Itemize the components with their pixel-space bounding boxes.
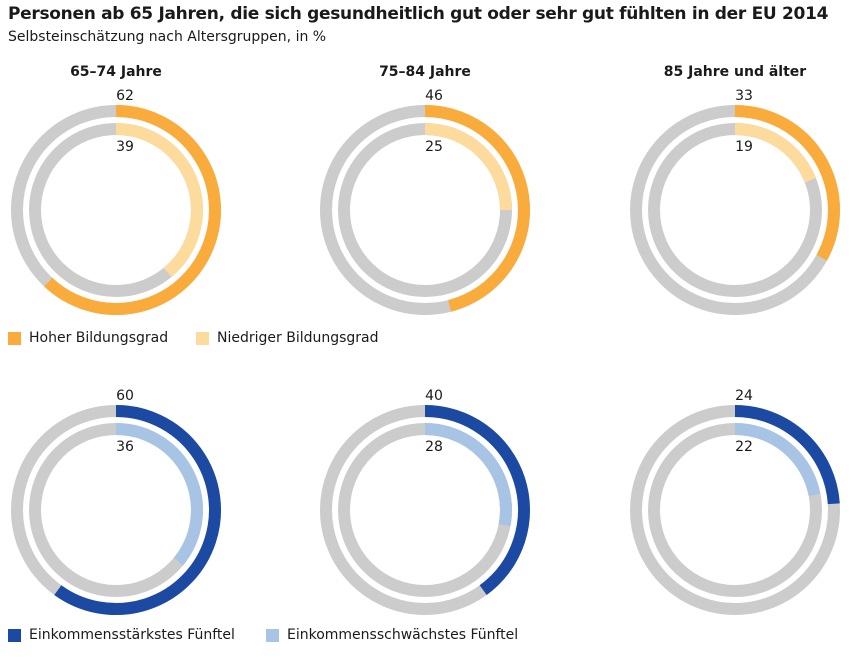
legend-label: Einkommensstärkstes Fünftel bbox=[29, 627, 235, 643]
inner-value-label: 39 bbox=[116, 139, 134, 155]
legend-item-low-education: Niedriger Bildungsgrad bbox=[196, 330, 379, 346]
legend-swatch bbox=[8, 628, 21, 642]
legend-item-bottom-income: Einkommensschwächstes Fünftel bbox=[266, 627, 518, 643]
outer-value-label: 60 bbox=[116, 388, 134, 404]
legend-swatch bbox=[196, 331, 209, 345]
ring-outer-arc bbox=[424, 405, 530, 595]
chart-title: Personen ab 65 Jahren, die sich gesundhe… bbox=[8, 4, 829, 24]
inner-value-label: 19 bbox=[735, 139, 753, 155]
outer-value-label: 46 bbox=[425, 88, 443, 104]
inner-value-label: 22 bbox=[735, 439, 753, 455]
inner-value-label: 28 bbox=[425, 439, 443, 455]
inner-value-label: 25 bbox=[425, 139, 443, 155]
group-heading: 75–84 Jahre bbox=[379, 64, 471, 80]
ring-inner-arc bbox=[734, 123, 816, 183]
outer-value-label: 33 bbox=[735, 88, 753, 104]
ring-inner-arc bbox=[424, 123, 512, 211]
legend-label: Niedriger Bildungsgrad bbox=[217, 330, 379, 346]
ring-outer-arc bbox=[424, 105, 530, 312]
legend-label: Einkommensschwächstes Fünftel bbox=[287, 627, 519, 643]
legend-swatch bbox=[266, 628, 279, 642]
chart-subtitle: Selbsteinschätzung nach Altersgruppen, i… bbox=[8, 29, 327, 45]
legend-label: Hoher Bildungsgrad bbox=[29, 330, 169, 346]
ring-inner-arc bbox=[734, 423, 821, 497]
ring-outer-arc bbox=[54, 405, 221, 615]
legend-swatch bbox=[8, 331, 21, 345]
ring-inner-arc bbox=[424, 423, 512, 527]
ring-outer-arc bbox=[44, 105, 221, 315]
outer-value-label: 62 bbox=[116, 88, 134, 104]
group-heading: 85 Jahre und älter bbox=[664, 64, 807, 80]
legend-item-top-income: Einkommensstärkstes Fünftel bbox=[8, 627, 235, 643]
inner-value-label: 36 bbox=[116, 439, 134, 455]
ring-outer-arc bbox=[734, 405, 840, 505]
ring-outer-arc bbox=[734, 105, 840, 261]
group-heading: 65–74 Jahre bbox=[70, 64, 162, 80]
outer-value-label: 24 bbox=[735, 388, 753, 404]
ring-inner-arc bbox=[115, 423, 203, 566]
legend-item-high-education: Hoher Bildungsgrad bbox=[8, 330, 168, 346]
ring-inner-arc bbox=[115, 123, 203, 278]
outer-value-label: 40 bbox=[425, 388, 443, 404]
